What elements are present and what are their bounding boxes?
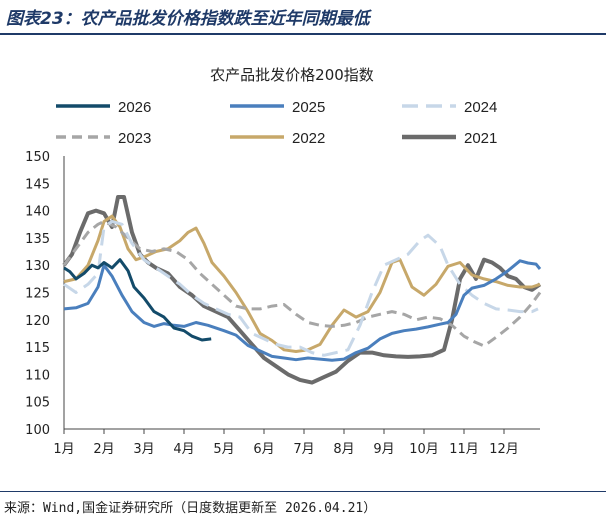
y-tick-label: 100 <box>25 423 50 438</box>
series-line-2023 <box>62 220 542 348</box>
x-tick-label: 4月 <box>173 442 194 457</box>
legend: 2026 2025 2024 2023 2022 2021 <box>56 99 497 147</box>
x-tick-label: 9月 <box>373 442 394 457</box>
y-tick-label: 125 <box>25 287 50 302</box>
y-tick-label: 140 <box>25 205 50 220</box>
legend-label-2025: 2025 <box>292 99 325 116</box>
y-tick-label: 135 <box>25 232 50 247</box>
legend-label-2023: 2023 <box>118 130 151 147</box>
x-axis: 1月 2月 3月 4月 5月 6月 7月 8月 9月 10月 11月 12月 <box>53 428 540 457</box>
x-tick-label: 2月 <box>93 442 114 457</box>
x-tick-label: 12月 <box>489 442 519 457</box>
y-tick-label: 130 <box>25 259 50 274</box>
series-line-2026 <box>63 258 212 342</box>
y-tick-label: 115 <box>25 341 50 356</box>
series-line-2022 <box>63 214 541 353</box>
chart-title: 农产品批发价格200指数 <box>210 66 374 84</box>
x-tick-label: 6月 <box>253 442 274 457</box>
x-tick-label: 11月 <box>449 442 479 457</box>
legend-label-2021: 2021 <box>464 130 497 147</box>
series-line-2021 <box>62 195 542 385</box>
title-rule <box>0 33 606 35</box>
y-tick-label: 145 <box>25 177 50 192</box>
y-tick-label: 120 <box>25 314 50 329</box>
source-rule <box>0 491 606 492</box>
y-tick-label: 105 <box>25 396 50 411</box>
figure-title: 图表23：农产品批发价格指数跌至近年同期最低 <box>6 9 370 29</box>
x-tick-label: 8月 <box>333 442 354 457</box>
series-layer <box>62 195 542 385</box>
x-tick-label: 10月 <box>409 442 439 457</box>
series-line-2025 <box>63 259 542 362</box>
legend-label-2022: 2022 <box>292 130 325 147</box>
price-index-chart: 农产品批发价格200指数 2026 2025 2024 2023 2022 2021 10… <box>25 66 542 457</box>
legend-label-2024: 2024 <box>464 99 497 116</box>
y-tick-label: 110 <box>25 368 50 383</box>
source-note: 来源：Wind,国金证券研究所（日度数据更新至 2026.04.21） <box>4 501 377 516</box>
x-tick-label: 3月 <box>133 442 154 457</box>
x-tick-label: 5月 <box>213 442 234 457</box>
x-tick-label: 1月 <box>53 442 74 457</box>
legend-label-2026: 2026 <box>118 99 151 116</box>
x-tick-label: 7月 <box>293 442 314 457</box>
y-tick-label: 150 <box>25 150 50 165</box>
y-axis: 100 105 110 115 120 125 130 135 140 145 150 <box>25 150 65 438</box>
series-line-2024 <box>63 220 539 357</box>
